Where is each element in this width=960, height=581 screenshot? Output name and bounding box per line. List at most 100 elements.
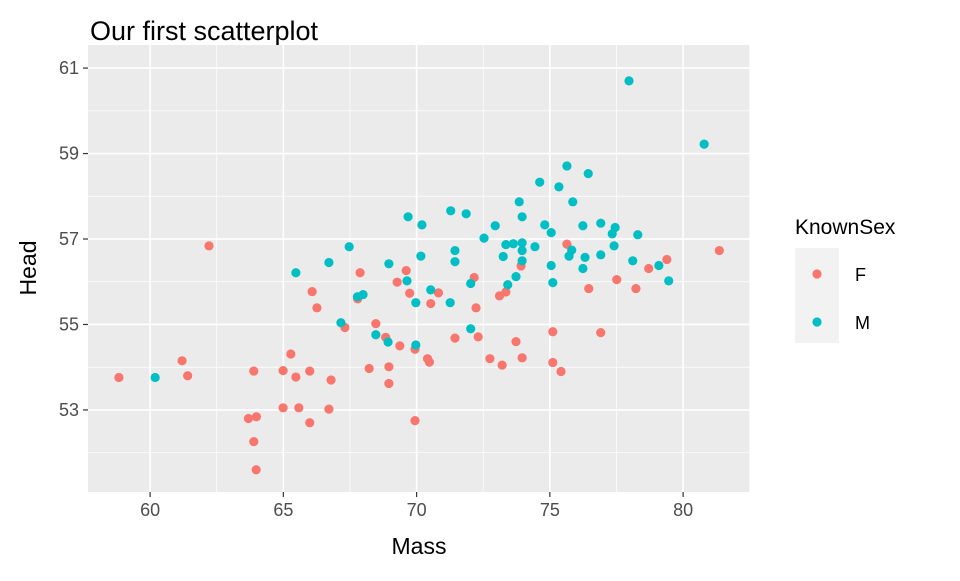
data-point-F: [204, 241, 214, 251]
data-point-F: [392, 277, 402, 287]
legend-title: KnownSex: [795, 216, 896, 239]
data-point-F: [401, 266, 411, 276]
data-point-M: [291, 268, 301, 278]
data-point-M: [517, 212, 527, 222]
data-point-F: [249, 436, 259, 447]
x-tick-label: 70: [407, 500, 427, 520]
data-point-F: [305, 418, 315, 428]
data-point-F: [426, 298, 436, 309]
data-point-F: [714, 245, 724, 256]
data-point-M: [546, 260, 556, 271]
data-point-F: [596, 328, 606, 338]
data-point-F: [286, 349, 296, 359]
data-point-M: [426, 285, 436, 295]
data-point-M: [358, 289, 368, 300]
data-point-M: [450, 245, 460, 256]
data-point-M: [517, 245, 527, 256]
y-tick-label: 55: [59, 314, 79, 334]
data-point-M: [633, 230, 643, 240]
x-tick-label: 75: [540, 500, 560, 520]
data-point-M: [578, 221, 588, 231]
plot-panel: [88, 45, 750, 492]
data-point-F: [584, 283, 594, 294]
data-point-M: [501, 239, 511, 250]
data-point-M: [568, 197, 578, 207]
data-point-F: [511, 336, 521, 347]
x-tick-label: 60: [140, 500, 160, 520]
data-point-F: [548, 357, 558, 368]
data-point-M: [540, 220, 550, 230]
data-point-M: [324, 257, 334, 268]
data-point-F: [294, 403, 304, 413]
data-point-M: [466, 278, 476, 289]
data-point-F: [517, 353, 527, 363]
data-point-M: [479, 233, 489, 243]
data-point-F: [324, 404, 334, 414]
data-point-M: [535, 177, 545, 187]
data-point-F: [305, 366, 315, 376]
data-point-F: [355, 268, 365, 278]
data-point-F: [251, 412, 262, 422]
y-tick-label: 57: [59, 229, 79, 249]
data-point-F: [384, 378, 394, 389]
data-point-M: [546, 228, 556, 238]
data-point-M: [664, 276, 674, 286]
data-point-M: [511, 272, 521, 282]
gridlines: [88, 45, 751, 492]
data-point-M: [548, 278, 558, 288]
data-point-M: [371, 330, 381, 340]
data-point-F: [485, 354, 495, 364]
data-point-M: [517, 256, 527, 266]
data-point-F: [291, 372, 301, 382]
data-point-M: [624, 76, 634, 86]
x-tick-label: 80: [673, 500, 693, 520]
data-point-M: [607, 229, 617, 239]
data-point-M: [699, 139, 709, 149]
data-point-F: [364, 363, 374, 374]
data-point-F: [612, 275, 622, 285]
data-point-M: [411, 340, 421, 350]
data-point-M: [416, 251, 426, 261]
data-point-M: [596, 218, 606, 228]
data-point-F: [631, 283, 641, 294]
data-point-M: [596, 250, 606, 260]
data-point-M: [490, 221, 500, 231]
data-point-F: [548, 327, 558, 337]
data-point-M: [450, 257, 460, 267]
data-point-F: [326, 375, 336, 385]
data-point-M: [383, 337, 393, 347]
axes: 60 65 70 75 80 53 55 57 59 61: [59, 58, 693, 520]
data-point-F: [114, 372, 124, 383]
data-point-F: [450, 333, 460, 343]
data-point-F: [384, 362, 394, 372]
x-tick-label: 65: [273, 500, 293, 520]
data-point-M: [445, 298, 455, 308]
data-point-M: [402, 276, 412, 286]
data-point-F: [424, 357, 434, 367]
data-point-M: [583, 169, 593, 179]
x-axis-label: Mass: [392, 533, 447, 559]
data-point-F: [497, 360, 507, 370]
data-point-M: [498, 251, 508, 262]
data-point-F: [471, 303, 481, 313]
data-point-F: [433, 288, 444, 298]
legend: KnownSex F M: [795, 216, 896, 343]
data-point-F: [410, 416, 420, 426]
data-point-F: [556, 366, 566, 377]
data-point-M: [150, 372, 160, 383]
data-point-M: [466, 324, 476, 334]
data-point-M: [564, 251, 574, 261]
data-point-M: [461, 209, 471, 219]
data-point-M: [403, 212, 413, 222]
y-tick-label: 61: [59, 58, 79, 78]
data-point-M: [578, 263, 588, 274]
data-point-F: [177, 356, 187, 366]
data-point-M: [609, 241, 619, 251]
data-point-F: [405, 288, 415, 298]
data-point-F: [183, 371, 193, 381]
chart-title: Our first scatterplot: [90, 16, 319, 46]
data-point-M: [508, 239, 518, 249]
legend-key-M: [812, 317, 822, 327]
data-point-M: [654, 260, 664, 271]
